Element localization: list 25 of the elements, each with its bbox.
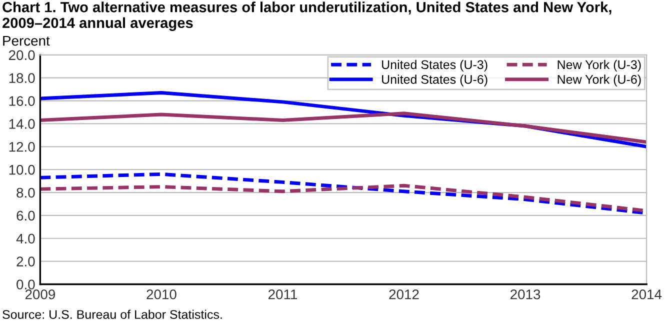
y-tick-label: 14.0 (9, 119, 35, 129)
legend-label: United States (U-6) (382, 74, 488, 86)
x-tick-label: 2012 (389, 289, 419, 300)
chart-title: Chart 1. Two alternative measures of labor underutilization, United States and New York, 2009–2014 annual averages (2, 2, 612, 31)
legend-label: New York (U-6) (558, 74, 641, 86)
x-tick-label: 2010 (146, 289, 176, 300)
y-tick-label: 16.0 (9, 96, 35, 106)
legend-label: United States (U-3) (382, 60, 488, 72)
y-tick-label: 10.0 (9, 164, 35, 175)
y-tick-label: 12.0 (9, 142, 35, 152)
y-tick-label: 6.0 (16, 210, 35, 221)
y-tick-label: 4.0 (16, 234, 35, 244)
y-tick-label: 18.0 (9, 73, 35, 84)
x-tick-label: 2013 (510, 289, 540, 300)
y-tick-label: 20.0 (9, 50, 35, 60)
source-note: Source: U.S. Bureau of Labor Statistics. (2, 310, 222, 319)
y-tick-label: 8.0 (16, 188, 35, 198)
legend-label: New York (U-3) (558, 60, 641, 72)
x-tick-label: 2011 (268, 289, 297, 300)
x-tick-label: 2014 (632, 289, 662, 300)
y-tick-label: 2.0 (16, 256, 35, 266)
y-tick-label: 0.0 (16, 280, 35, 290)
x-tick-label: 2009 (25, 289, 55, 300)
y-axis-title: Percent (3, 36, 50, 46)
line-series (40, 112, 647, 144)
